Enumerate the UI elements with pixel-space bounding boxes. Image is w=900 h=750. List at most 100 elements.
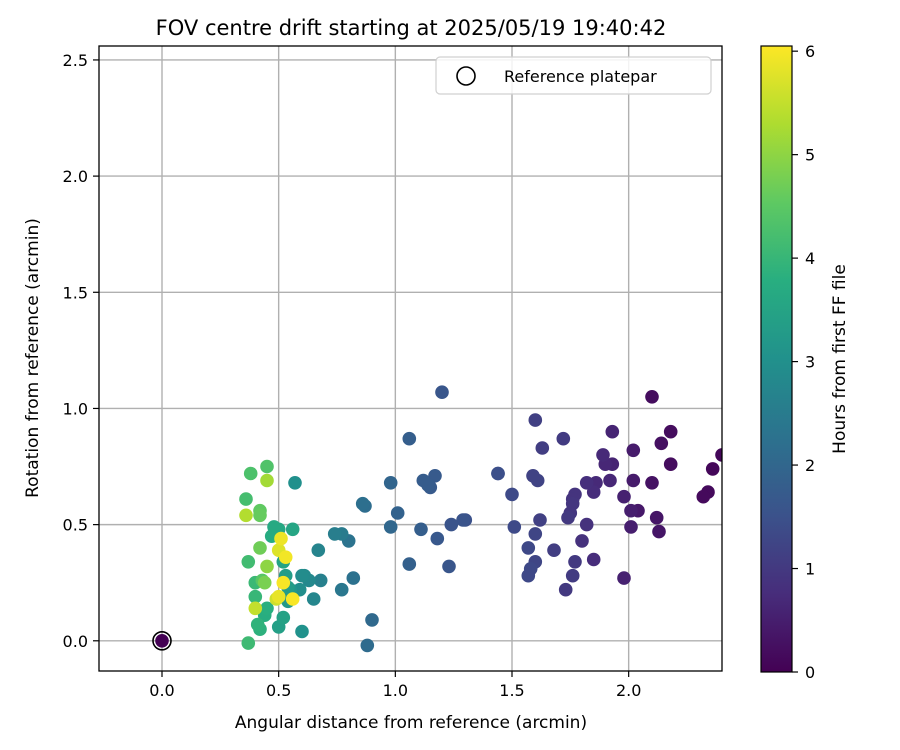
reference-marker	[152, 630, 172, 651]
colorbar-label: Hours from first FF file	[830, 264, 850, 454]
data-point	[260, 459, 274, 474]
legend-marker-reference	[456, 66, 476, 86]
data-point	[248, 589, 263, 604]
data-point	[442, 559, 456, 574]
y-tick-label: 1.5	[63, 283, 88, 302]
data-point	[626, 473, 641, 488]
x-axis-ticks: 0.0 0.5 1.0 1.5 2.0	[149, 671, 641, 700]
data-point	[306, 592, 321, 606]
data-point	[360, 638, 375, 653]
data-point	[521, 541, 536, 555]
legend-label-reference: Reference platepar	[504, 67, 657, 86]
colorbar-ticks: 0 1 2 3 4 5 6	[792, 42, 815, 682]
data-point	[355, 496, 370, 511]
data-point	[528, 413, 543, 427]
data-point	[383, 520, 398, 534]
data-point	[278, 550, 293, 564]
grid-lines	[99, 46, 722, 671]
data-point	[547, 543, 561, 557]
data-point	[654, 436, 669, 451]
data-point	[645, 476, 659, 490]
data-point	[558, 582, 573, 597]
x-axis-label: Angular distance from reference (arcmin)	[235, 713, 587, 733]
data-point	[327, 527, 342, 541]
y-tick-label: 2.0	[63, 167, 88, 186]
data-point	[528, 527, 543, 541]
colorbar-tick-label: 5	[805, 146, 815, 165]
colorbar-tick-label: 0	[805, 663, 815, 682]
data-point	[649, 510, 664, 525]
data-point	[617, 571, 631, 585]
data-point	[617, 489, 631, 504]
data-point	[260, 473, 274, 488]
data-point	[521, 568, 536, 583]
data-point	[444, 517, 459, 532]
data-point	[456, 513, 470, 527]
data-point	[239, 492, 253, 506]
y-tick-label: 0.5	[63, 516, 88, 535]
data-point	[596, 448, 610, 462]
data-point	[241, 555, 256, 569]
data-point	[253, 541, 267, 555]
colorbar-tick-label: 3	[805, 353, 815, 372]
x-tick-label: 2.0	[616, 681, 641, 700]
y-axis-ticks: 0.0 0.5 1.0 1.5 2.0 2.5	[63, 51, 99, 651]
data-point	[276, 575, 291, 590]
data-point	[334, 582, 349, 597]
data-point	[579, 476, 594, 490]
data-point	[313, 573, 328, 588]
data-point	[346, 571, 361, 585]
data-point	[586, 485, 601, 499]
data-point	[295, 624, 309, 639]
data-point	[435, 385, 449, 400]
data-point	[696, 489, 711, 504]
data-point	[260, 601, 274, 616]
x-tick-label: 0.5	[266, 681, 291, 700]
data-points	[155, 385, 722, 653]
data-point	[271, 589, 286, 604]
y-tick-label: 0.0	[63, 632, 88, 651]
data-point	[715, 448, 722, 462]
data-point	[568, 555, 582, 569]
data-point	[295, 568, 309, 583]
data-point	[250, 617, 265, 632]
data-point	[402, 431, 417, 446]
data-point	[624, 520, 638, 534]
data-point	[526, 469, 540, 483]
data-point	[402, 557, 417, 571]
x-tick-label: 1.0	[383, 681, 408, 700]
data-point	[556, 431, 571, 446]
y-tick-label: 1.0	[63, 399, 88, 418]
data-point	[605, 424, 620, 439]
data-point	[535, 441, 550, 455]
data-point	[663, 457, 678, 472]
legend: Reference platepar	[435, 56, 712, 95]
data-point	[624, 503, 638, 518]
data-point	[565, 568, 580, 583]
x-tick-label: 0.0	[149, 681, 174, 700]
x-tick-label: 1.5	[499, 681, 524, 700]
colorbar-tick-label: 2	[805, 456, 815, 475]
data-point	[257, 575, 272, 590]
legend-box	[435, 56, 712, 95]
colorbar-gradient	[760, 45, 793, 673]
data-point	[365, 613, 379, 627]
data-point	[507, 520, 522, 534]
data-point	[579, 517, 594, 532]
data-point	[239, 508, 253, 523]
y-axis-label: Rotation from reference (arcmin)	[23, 218, 43, 498]
data-point	[626, 443, 641, 458]
y-tick-label: 2.5	[63, 51, 88, 70]
data-point	[575, 534, 589, 548]
data-point	[505, 487, 519, 502]
colorbar: 0 1 2 3 4 5 6 Hours from first FF file	[760, 42, 850, 682]
data-point	[288, 476, 302, 490]
colorbar-tick-label: 4	[805, 249, 815, 268]
data-point	[241, 636, 256, 650]
data-point	[253, 508, 267, 523]
data-point	[663, 424, 678, 439]
data-point	[561, 510, 575, 525]
data-point	[243, 466, 258, 481]
data-point	[274, 531, 288, 546]
